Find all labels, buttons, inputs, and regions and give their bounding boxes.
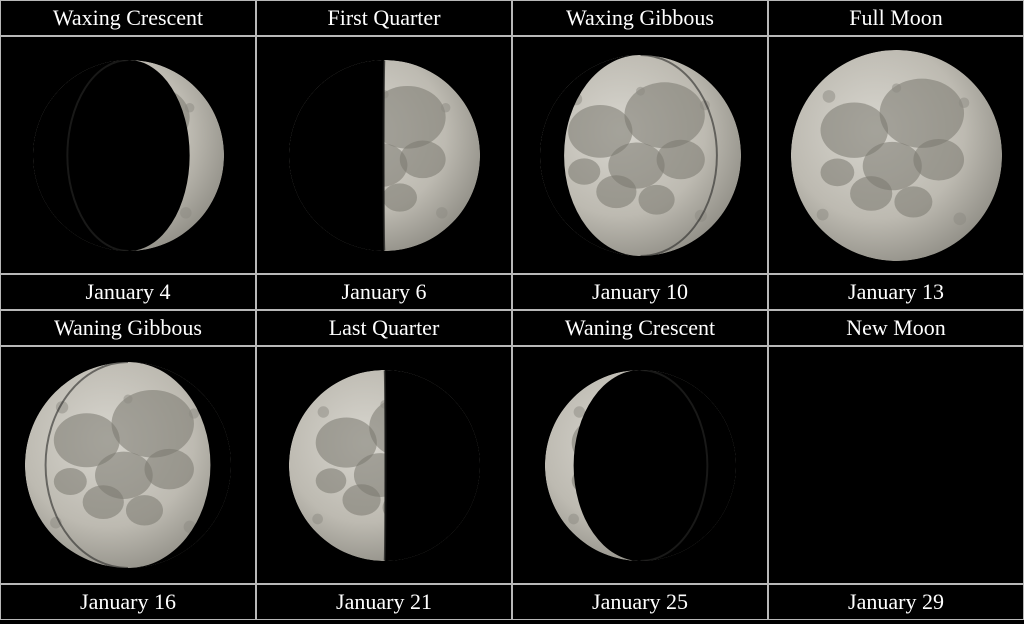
moon-waxing-gibbous bbox=[513, 37, 767, 273]
phase-date-text: January 6 bbox=[342, 279, 427, 305]
moon-waning-crescent bbox=[513, 347, 767, 583]
phase-date: January 10 bbox=[512, 274, 768, 310]
phase-date: January 25 bbox=[512, 584, 768, 620]
phase-date-text: January 10 bbox=[592, 279, 688, 305]
phase-name-text: Waxing Gibbous bbox=[566, 5, 714, 31]
phase-date-text: January 25 bbox=[592, 589, 688, 615]
phase-name-text: First Quarter bbox=[327, 5, 440, 31]
phase-date: January 13 bbox=[768, 274, 1024, 310]
moon-full bbox=[769, 37, 1023, 273]
phase-name-text: New Moon bbox=[846, 315, 946, 341]
phase-name-text: Waxing Crescent bbox=[53, 5, 203, 31]
phase-label: Waning Gibbous bbox=[0, 310, 256, 346]
phase-label: Full Moon bbox=[768, 0, 1024, 36]
phase-image-cell bbox=[768, 36, 1024, 274]
phase-label: New Moon bbox=[768, 310, 1024, 346]
moon-phase-grid: Waxing Crescent First Quarter Waxing Gib… bbox=[0, 0, 1024, 624]
moon-waning-gibbous bbox=[1, 347, 255, 583]
phase-image-cell bbox=[512, 36, 768, 274]
phase-date-text: January 4 bbox=[86, 279, 171, 305]
phase-name-text: Waning Crescent bbox=[565, 315, 715, 341]
moon-last-quarter bbox=[257, 347, 511, 583]
phase-date-text: January 13 bbox=[848, 279, 944, 305]
phase-name-text: Waning Gibbous bbox=[54, 315, 202, 341]
phase-name-text: Full Moon bbox=[849, 5, 943, 31]
phase-date-text: January 16 bbox=[80, 589, 176, 615]
phase-image-cell bbox=[256, 36, 512, 274]
phase-date: January 16 bbox=[0, 584, 256, 620]
moon-first-quarter bbox=[257, 37, 511, 273]
phase-date: January 6 bbox=[256, 274, 512, 310]
phase-label: Last Quarter bbox=[256, 310, 512, 346]
phase-label: Waning Crescent bbox=[512, 310, 768, 346]
phase-date: January 4 bbox=[0, 274, 256, 310]
moon-waxing-crescent bbox=[1, 37, 255, 273]
phase-label: Waxing Crescent bbox=[0, 0, 256, 36]
phase-date-text: January 29 bbox=[848, 589, 944, 615]
phase-label: First Quarter bbox=[256, 0, 512, 36]
phase-image-cell bbox=[0, 36, 256, 274]
phase-image-cell bbox=[768, 346, 1024, 584]
phase-image-cell bbox=[512, 346, 768, 584]
phase-date: January 29 bbox=[768, 584, 1024, 620]
phase-date-text: January 21 bbox=[336, 589, 432, 615]
phase-name-text: Last Quarter bbox=[329, 315, 440, 341]
moon-new bbox=[769, 347, 1023, 583]
phase-date: January 21 bbox=[256, 584, 512, 620]
phase-label: Waxing Gibbous bbox=[512, 0, 768, 36]
phase-image-cell bbox=[0, 346, 256, 584]
phase-image-cell bbox=[256, 346, 512, 584]
